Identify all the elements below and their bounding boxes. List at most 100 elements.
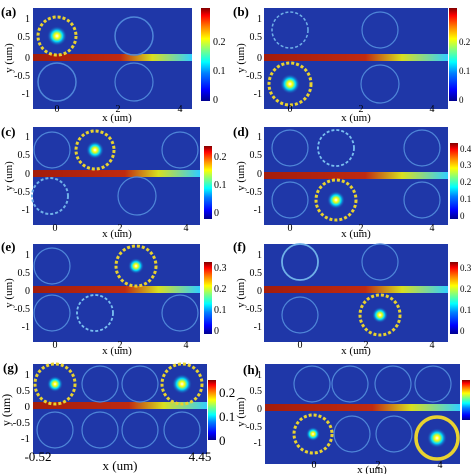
x-tick: 0 (55, 104, 60, 115)
waveguide-mode (33, 402, 207, 409)
y-tick: -1 (22, 322, 30, 333)
ring-resonator (375, 415, 413, 453)
x-tick: 0 (53, 223, 58, 234)
ring-resonator-active (74, 129, 116, 171)
y-tick: -1 (254, 205, 262, 216)
x-axis-label: x (um) (102, 458, 137, 473)
x-tick: 2 (364, 340, 369, 351)
panel-label: (c) (1, 124, 15, 139)
waveguide-mode (264, 54, 448, 61)
ring-resonator (121, 365, 159, 403)
x-tick: 2 (118, 223, 123, 234)
ring-resonator (161, 294, 199, 332)
y-tick: -0.5 (246, 304, 262, 315)
y-axis-label: y (um) (235, 278, 247, 308)
x-tick: 2 (116, 104, 121, 115)
y-tick: -0.5 (246, 71, 262, 82)
ring-resonator (114, 62, 154, 102)
y-tick: 0.5 (18, 32, 31, 43)
y-tick: 1 (25, 132, 30, 143)
colorbar-tick: 0.3 (214, 263, 227, 274)
y-tick: 0.5 (250, 150, 263, 161)
y-tick: -0.5 (14, 304, 30, 315)
y-tick: -0.5 (246, 422, 262, 433)
panel-label: (h) (243, 362, 259, 377)
colorbar-tick: 0.2 (213, 37, 226, 48)
x-tick: 4.45 (189, 449, 212, 464)
y-tick: 0 (257, 169, 262, 180)
ring-resonator (414, 365, 452, 403)
colorbar-tick: 0.2 (219, 385, 235, 400)
panel-label: (g) (3, 360, 18, 375)
y-axis-label: y (um) (0, 394, 13, 426)
ring-resonator-active (314, 178, 358, 222)
x-tick: -0.52 (24, 449, 51, 464)
y-tick: 0.5 (16, 385, 30, 397)
panel-label: (d) (233, 124, 249, 139)
y-axis-label: y (um) (235, 397, 247, 427)
panel-h: (h) y (um) x (um) 1 0.5 0 -0.5 -1 0 2 4 (235, 362, 470, 474)
x-tick: 4 (184, 340, 189, 351)
ring-resonator (117, 176, 157, 216)
y-tick: 0.5 (18, 268, 31, 279)
colorbar-tick: 0.1 (219, 409, 235, 424)
x-tick: 2 (359, 104, 364, 115)
y-axis-label: y (um) (3, 278, 15, 308)
ring-resonator (403, 129, 441, 167)
colorbar-tick: 0.1 (214, 305, 227, 316)
x-axis-label: x (um) (102, 228, 132, 240)
ring-resonator (361, 243, 399, 281)
colorbar-tick: 0.2 (214, 284, 227, 295)
y-tick: 0 (25, 286, 30, 297)
y-tick: -1 (254, 89, 262, 100)
colorbar-tick: 0 (214, 208, 219, 219)
panel-e: (e) y (um) x (um) 1 0.5 0 -0.5 -1 0 2 4 … (1, 239, 227, 357)
colorbar-tick: 0.2 (459, 37, 470, 47)
y-tick: -0.5 (13, 417, 31, 429)
x-tick: 0 (288, 104, 293, 115)
x-tick: 2 (376, 460, 381, 471)
ring-resonator (163, 411, 201, 449)
x-tick: 2 (118, 340, 123, 351)
x-tick: 0 (298, 340, 303, 351)
panel-label: (a) (1, 4, 16, 19)
panel-d: (d) y (um) x (um) 1 0.5 0 -0.5 -1 0 2 4 … (233, 124, 472, 240)
ring-resonator-active (160, 362, 204, 406)
waveguide-mode (264, 286, 448, 293)
ring-resonator (33, 294, 71, 332)
waveguide-mode (33, 286, 200, 293)
x-tick: 0 (312, 460, 317, 471)
y-tick: 0 (257, 53, 262, 64)
x-tick: 4 (438, 460, 443, 471)
ring-resonator-active (358, 293, 402, 337)
y-tick: 1 (25, 14, 30, 25)
colorbar-tick: 0 (460, 211, 465, 221)
colorbar-tick: 0.3 (460, 160, 472, 170)
y-tick: 0 (257, 404, 262, 415)
ring-resonator-active (292, 413, 334, 455)
ring-resonator (31, 177, 69, 215)
colorbar-tick: 0 (460, 326, 465, 336)
ring-resonator (281, 296, 319, 334)
x-tick: 4 (430, 340, 435, 351)
y-tick: 0.5 (250, 386, 263, 397)
colorbar-tick: 0 (213, 95, 218, 106)
ring-resonator (374, 365, 412, 403)
ring-resonator-active (267, 61, 313, 107)
colorbar-tick: 0.2 (460, 284, 471, 294)
ring-resonator (114, 16, 154, 56)
x-tick: 4 (430, 223, 435, 234)
colorbar (204, 146, 212, 219)
colorbar-tick: 0.2 (214, 152, 227, 163)
ring-resonator (36, 411, 74, 449)
x-tick: 4 (430, 104, 435, 115)
colorbar-tick: 0 (459, 95, 464, 105)
ring-resonator (33, 247, 71, 285)
colorbar-tick: 0 (214, 326, 219, 337)
panel-c: (c) y (um) x (um) 1 0.5 0 -0.5 -1 0 2 4 … (1, 124, 227, 240)
x-axis-label: x (um) (341, 228, 371, 240)
resonator-hotspot (306, 427, 320, 441)
y-tick: 1 (257, 132, 262, 143)
waveguide-mode (264, 172, 448, 179)
